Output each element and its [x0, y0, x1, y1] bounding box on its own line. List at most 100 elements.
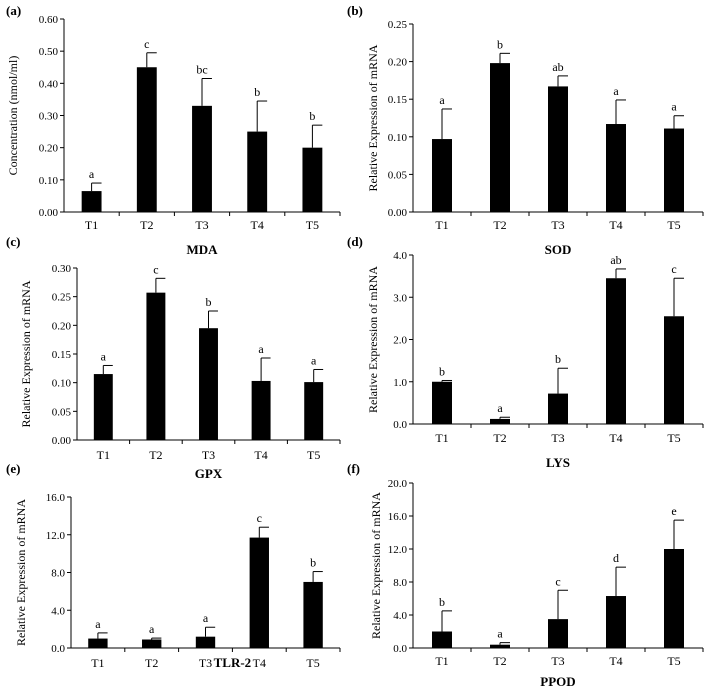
y-axis-label: Relative Expression of mRNA: [14, 499, 28, 646]
bar-T3: [548, 619, 568, 648]
bar-T5: [664, 128, 684, 212]
x-axis-label: PPOD: [540, 674, 575, 689]
bar-T3: [548, 393, 568, 424]
significance-letter: ab: [552, 60, 563, 74]
x-tick-label: T4: [609, 218, 622, 232]
bar-T4: [606, 124, 626, 212]
bar-T2: [136, 67, 157, 212]
bar-T1: [432, 381, 452, 424]
y-tick-label: 0.00: [388, 207, 408, 219]
significance-letter: a: [101, 349, 107, 363]
y-tick-label: 0.00: [39, 207, 59, 219]
significance-letter: a: [311, 353, 317, 367]
x-tick-label: T5: [306, 656, 319, 670]
x-tick-label: T2: [149, 448, 162, 462]
x-tick-label: T5: [667, 431, 680, 445]
y-tick-label: 0.20: [388, 57, 408, 69]
y-tick-label: 0.05: [52, 406, 72, 418]
significance-letter: b: [497, 37, 503, 51]
significance-letter: b: [439, 364, 445, 378]
y-axis-label: Relative Expression of mRNA: [366, 44, 380, 191]
x-tick-label: T4: [251, 218, 264, 232]
y-tick-label: 0.10: [39, 175, 59, 187]
x-tick-label: T3: [199, 656, 212, 670]
x-tick-label: T2: [493, 218, 506, 232]
significance-letter: a: [203, 611, 209, 625]
panel-label: (b): [347, 3, 363, 18]
chart-panel-5: 0.0 4.0 8.0 12.0 16.0 20.0 b T1 a T2 c T3 d T4 e T5 PPOD…: [347, 461, 704, 689]
y-tick-label: 8.0: [51, 568, 65, 580]
x-tick-label: T1: [97, 448, 110, 462]
x-tick-label: T1: [85, 218, 98, 232]
bar-T2: [490, 644, 510, 648]
y-tick-label: 0.0: [51, 643, 65, 655]
bar-T1: [432, 631, 452, 648]
significance-letter: e: [671, 504, 676, 518]
x-tick-label: T1: [435, 654, 448, 668]
significance-letter: c: [153, 262, 158, 276]
y-tick-label: 0.30: [39, 111, 59, 123]
x-axis-label: LYS: [546, 455, 570, 470]
significance-letter: b: [309, 109, 315, 123]
y-tick-label: 0.60: [39, 14, 59, 26]
significance-letter: b: [555, 352, 561, 366]
x-tick-label: T2: [493, 431, 506, 445]
significance-letter: a: [497, 627, 503, 641]
significance-letter: a: [89, 167, 95, 181]
y-axis-label: Relative Expression of mRNA: [369, 492, 383, 639]
x-tick-label: T5: [307, 448, 320, 462]
y-tick-label: 12.0: [388, 544, 408, 556]
y-tick-label: 0.30: [52, 263, 72, 275]
bar-T5: [303, 581, 323, 648]
bar-T1: [93, 374, 113, 440]
significance-letter: c: [144, 37, 149, 51]
x-tick-label: T4: [254, 448, 267, 462]
y-tick-label: 3.0: [393, 292, 407, 304]
y-tick-label: 0.10: [52, 378, 72, 390]
x-axis-label: GPX: [195, 466, 223, 481]
bar-T3: [195, 636, 216, 648]
significance-letter: a: [258, 342, 264, 356]
bar-T2: [490, 418, 510, 424]
significance-letter: a: [497, 401, 503, 415]
significance-letter: a: [613, 84, 619, 98]
y-tick-label: 0.25: [388, 19, 408, 31]
x-tick-label: T3: [551, 218, 564, 232]
significance-letter: a: [149, 622, 155, 636]
y-tick-label: 0.10: [388, 132, 408, 144]
y-tick-label: 0.40: [39, 78, 59, 90]
x-axis-label: MDA: [186, 242, 218, 257]
bar-T4: [249, 537, 269, 648]
y-tick-label: 20.0: [388, 478, 408, 490]
y-tick-label: 2.0: [393, 335, 407, 347]
x-tick-label: T2: [145, 656, 158, 670]
x-tick-label: T3: [195, 218, 208, 232]
x-tick-label: T1: [435, 431, 448, 445]
y-tick-label: 16.0: [388, 511, 408, 523]
x-tick-label: T3: [551, 431, 564, 445]
bar-T2: [490, 63, 510, 212]
bar-T3: [192, 105, 212, 212]
x-tick-label: T5: [667, 654, 680, 668]
panel-label: (f): [347, 461, 360, 476]
y-tick-label: 4.0: [51, 605, 65, 617]
significance-letter: bc: [196, 63, 207, 77]
x-axis-label: TLR-2: [214, 655, 252, 670]
chart-panel-1: 0.00 0.05 0.10 0.15 0.20 0.25 a T1 b T2 ab T3 a T4 a T5…: [347, 3, 704, 257]
significance-letter: c: [257, 511, 262, 525]
bar-T3: [548, 86, 568, 212]
significance-letter: d: [613, 551, 619, 565]
bar-T4: [251, 380, 271, 440]
significance-letter: c: [555, 574, 560, 588]
y-tick-label: 16.0: [46, 492, 66, 504]
x-tick-label: T5: [306, 218, 319, 232]
y-tick-label: 4.0: [393, 250, 407, 262]
y-axis-label: Concentration (nmol/ml): [6, 56, 20, 176]
x-tick-label: T5: [667, 218, 680, 232]
bar-T5: [302, 147, 323, 212]
y-axis-label: Relative Expression of mRNA: [19, 280, 33, 427]
x-tick-label: T2: [140, 218, 153, 232]
x-tick-label: T4: [609, 431, 622, 445]
y-tick-label: 0.15: [388, 94, 408, 106]
bar-T3: [199, 328, 218, 440]
